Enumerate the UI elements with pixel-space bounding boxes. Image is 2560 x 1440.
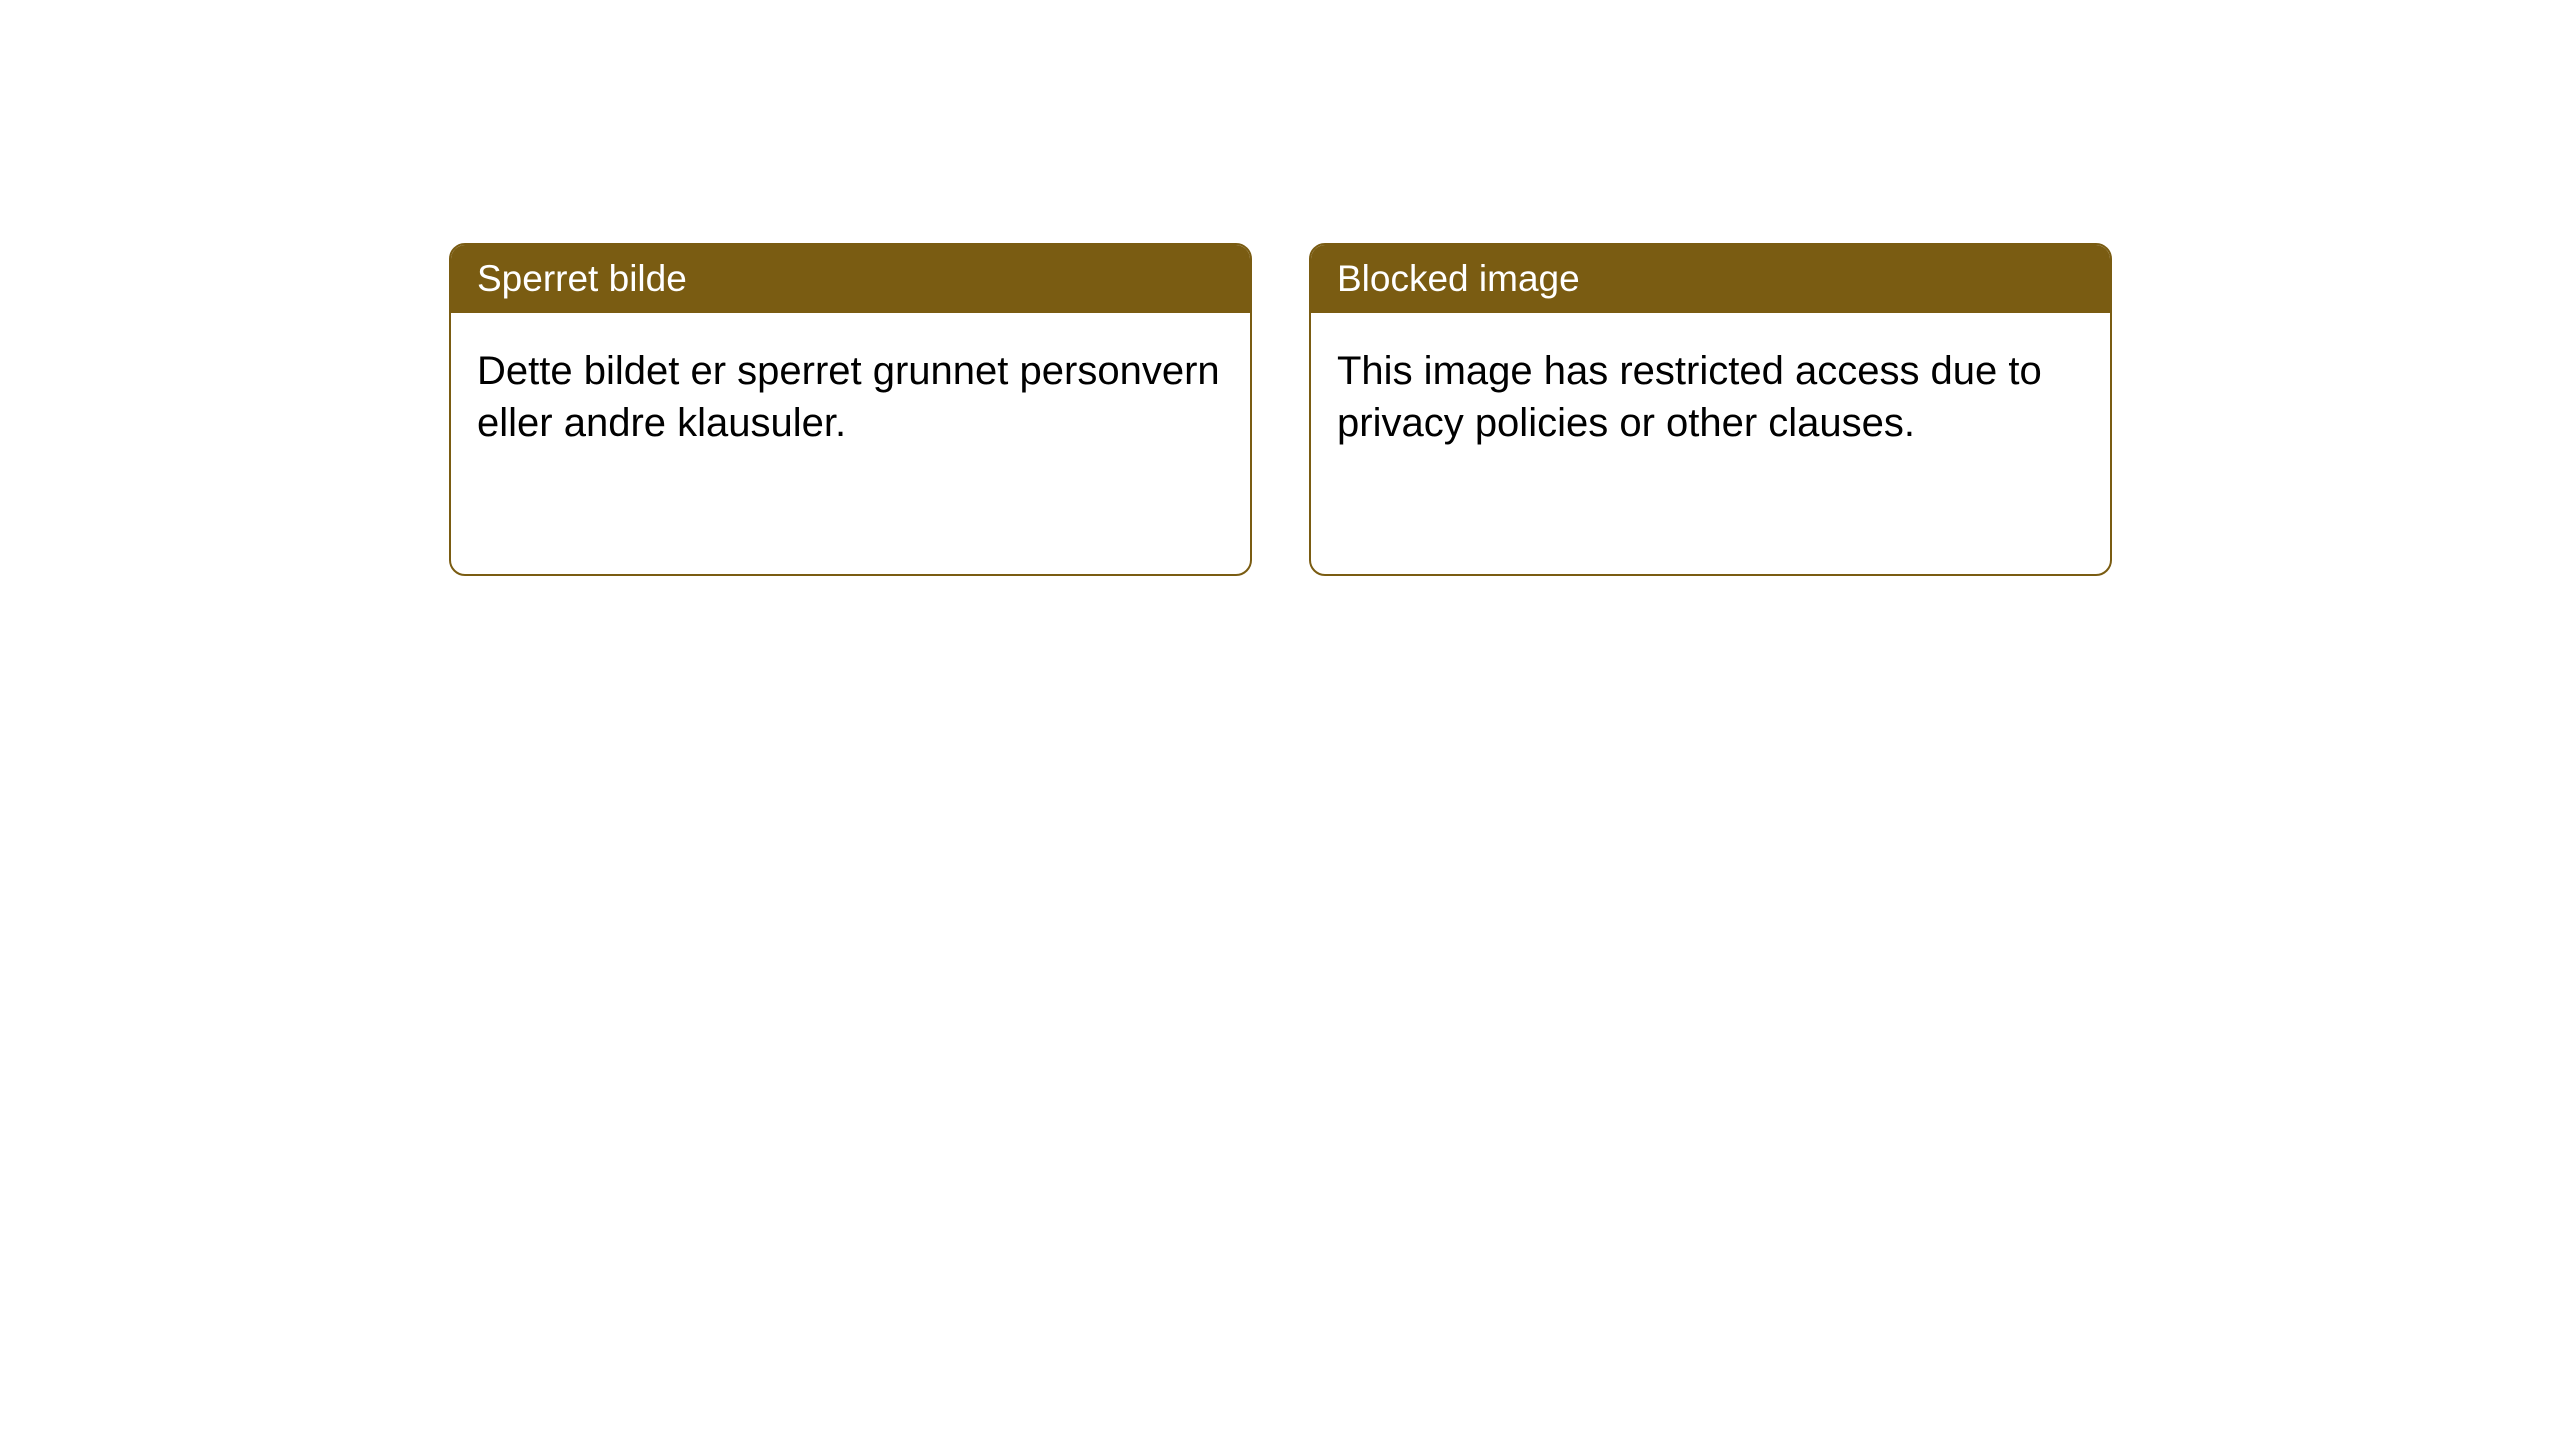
notice-body-text: This image has restricted access due to …: [1311, 313, 2110, 481]
notice-container: Sperret bilde Dette bildet er sperret gr…: [0, 0, 2560, 576]
notice-card-english: Blocked image This image has restricted …: [1309, 243, 2112, 576]
notice-title: Blocked image: [1311, 245, 2110, 313]
notice-card-norwegian: Sperret bilde Dette bildet er sperret gr…: [449, 243, 1252, 576]
notice-title: Sperret bilde: [451, 245, 1250, 313]
notice-body-text: Dette bildet er sperret grunnet personve…: [451, 313, 1250, 481]
